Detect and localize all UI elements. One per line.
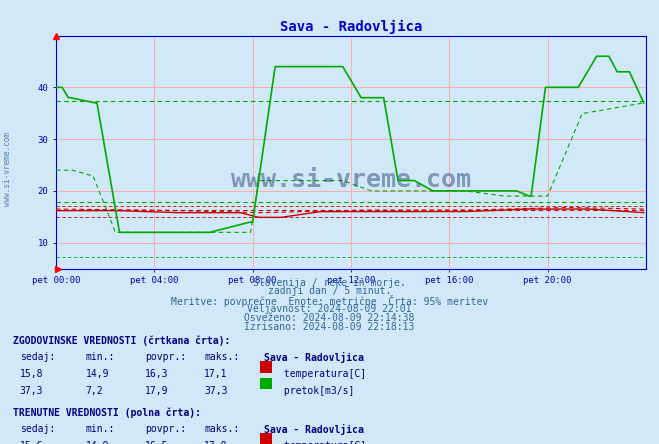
Title: Sava - Radovljica: Sava - Radovljica [279,20,422,34]
Text: 14,9: 14,9 [86,369,109,379]
Text: sedaj:: sedaj: [20,424,55,434]
Text: 15,8: 15,8 [20,369,43,379]
Text: www.si-vreme.com: www.si-vreme.com [231,168,471,192]
Text: povpr.:: povpr.: [145,424,186,434]
Text: 17,9: 17,9 [145,386,169,396]
Text: 37,3: 37,3 [204,386,228,396]
Text: 14,9: 14,9 [86,441,109,444]
Text: 17,8: 17,8 [204,441,228,444]
Text: 7,2: 7,2 [86,386,103,396]
Text: maks.:: maks.: [204,424,239,434]
Text: min.:: min.: [86,424,115,434]
Text: maks.:: maks.: [204,352,239,362]
Text: 16,5: 16,5 [145,441,169,444]
Text: Sava - Radovljica: Sava - Radovljica [264,424,364,435]
Text: Izrisano: 2024-08-09 22:18:13: Izrisano: 2024-08-09 22:18:13 [244,322,415,332]
Text: 16,3: 16,3 [145,369,169,379]
Text: Veljavnost: 2024-08-09 22:01: Veljavnost: 2024-08-09 22:01 [247,304,412,314]
Text: ZGODOVINSKE VREDNOSTI (črtkana črta):: ZGODOVINSKE VREDNOSTI (črtkana črta): [13,335,231,346]
Text: Osveženo: 2024-08-09 22:14:38: Osveženo: 2024-08-09 22:14:38 [244,313,415,323]
Text: Sava - Radovljica: Sava - Radovljica [264,352,364,363]
Text: 17,1: 17,1 [204,369,228,379]
Text: min.:: min.: [86,352,115,362]
Text: sedaj:: sedaj: [20,352,55,362]
Text: www.si-vreme.com: www.si-vreme.com [3,132,13,206]
Text: Meritve: povprečne  Enote: metrične  Črta: 95% meritev: Meritve: povprečne Enote: metrične Črta:… [171,295,488,307]
Text: temperatura[C]: temperatura[C] [278,369,366,379]
Text: TRENUTNE VREDNOSTI (polna črta):: TRENUTNE VREDNOSTI (polna črta): [13,407,201,418]
Text: Slovenija / reke in morje.: Slovenija / reke in morje. [253,278,406,288]
Text: 15,6: 15,6 [20,441,43,444]
Text: pretok[m3/s]: pretok[m3/s] [278,386,355,396]
Text: zadnji dan / 5 minut.: zadnji dan / 5 minut. [268,286,391,297]
Text: 37,3: 37,3 [20,386,43,396]
Text: povpr.:: povpr.: [145,352,186,362]
Text: temperatura[C]: temperatura[C] [278,441,366,444]
